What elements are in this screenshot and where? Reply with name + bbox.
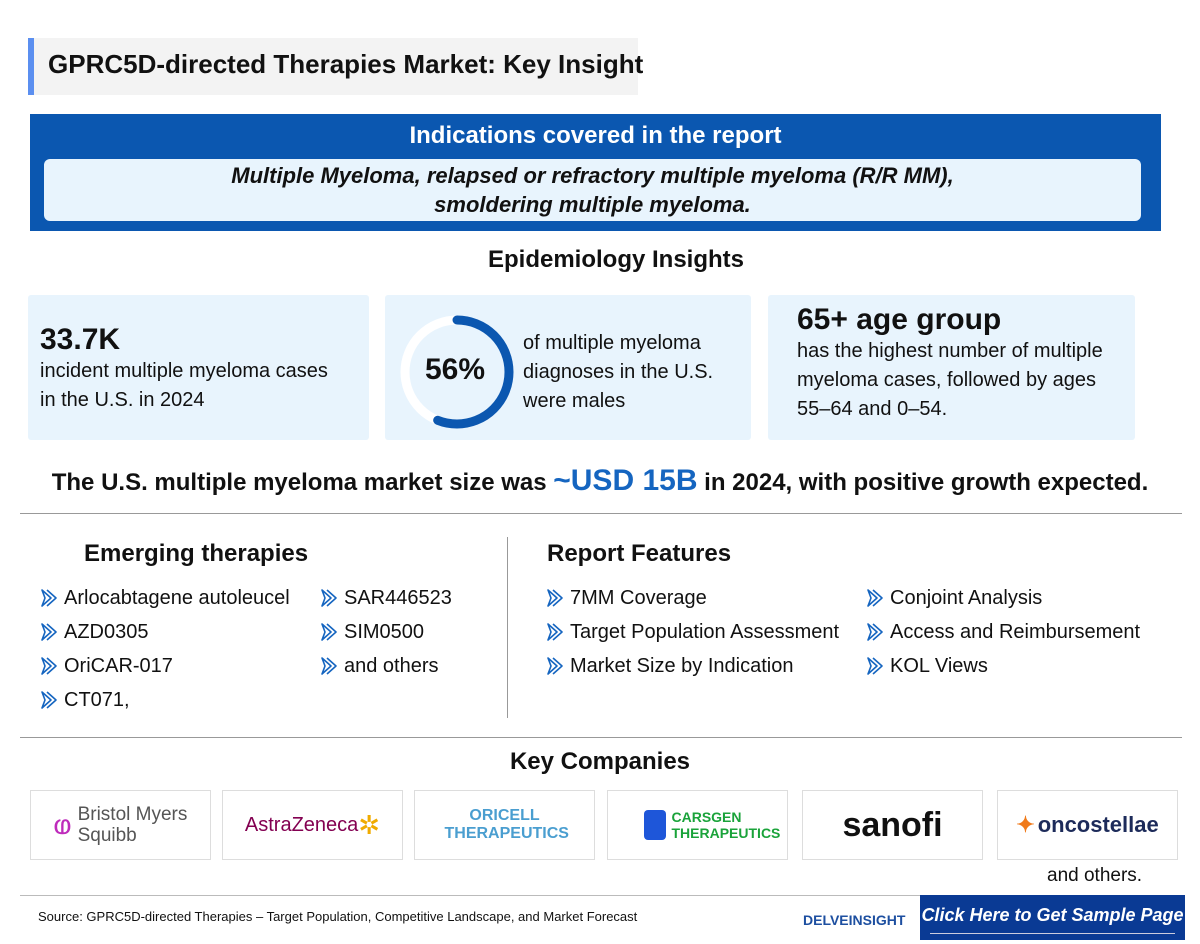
percent-ring-fill <box>400 315 514 429</box>
chevron-right-icon <box>867 589 883 607</box>
logo-bms: ⱷ Bristol Myers Squibb <box>30 790 211 860</box>
logo-sanofi: sanofi <box>802 790 983 860</box>
chevron-right-icon <box>867 623 883 641</box>
list-item: Access and Reimbursement <box>866 615 1140 649</box>
divider <box>20 895 920 896</box>
market-text: in 2024, with positive growth expected. <box>697 469 1149 496</box>
stat-text: diagnoses in the U.S. <box>523 361 714 383</box>
list-item-label: CT071, <box>64 688 130 711</box>
epi-card-incidence: 33.7K incident multiple myeloma cases in… <box>28 295 369 440</box>
list-item-label: Arlocabtagene autoleucel <box>64 586 290 609</box>
chevron-right-icon <box>547 657 563 675</box>
list-item: SIM0500 <box>320 615 452 649</box>
chevron-right-icon <box>547 589 563 607</box>
list-item-label: KOL Views <box>890 654 988 677</box>
epi-card-age: 65+ age group has the highest number of … <box>768 295 1135 440</box>
delveinsight-logo: DELVEINSIGHT <box>803 912 906 928</box>
market-value: ~USD 15B <box>553 464 698 497</box>
list-item-label: OriCAR-017 <box>64 654 173 677</box>
list-item-label: and others <box>344 654 439 677</box>
list-item-label: Conjoint Analysis <box>890 586 1043 609</box>
stat-text: in the U.S. in 2024 <box>40 389 205 411</box>
stat-text: incident multiple myeloma cases <box>40 360 328 382</box>
list-item: Market Size by Indication <box>546 649 839 683</box>
list-item-label: SIM0500 <box>344 620 425 643</box>
list-item-label: AZD0305 <box>64 620 149 643</box>
percent-ring <box>400 315 514 429</box>
features-heading: Report Features <box>547 540 732 567</box>
chevron-right-icon <box>41 623 57 641</box>
market-size-statement: The U.S. multiple myeloma market size wa… <box>0 464 1200 498</box>
list-item: 7MM Coverage <box>546 581 839 615</box>
chevron-right-icon <box>321 589 337 607</box>
chevron-right-icon <box>547 623 563 641</box>
list-item-label: Access and Reimbursement <box>890 620 1141 643</box>
list-item: OriCAR-017 <box>40 649 290 683</box>
list-item: Target Population Assessment <box>546 615 839 649</box>
stat-value: 56% <box>425 353 486 386</box>
logo-oricell: ORICELL THERAPEUTICS <box>414 790 595 860</box>
indications-heading: Indications covered in the report <box>409 122 782 149</box>
features-list-1: 7MM Coverage Target Population Assessment… <box>546 581 839 683</box>
stat-text: were males <box>523 390 626 412</box>
divider <box>507 537 508 718</box>
logo-astrazeneca: AstraZeneca ✲ <box>222 790 403 860</box>
chevron-right-icon <box>321 623 337 641</box>
chevron-right-icon <box>41 589 57 607</box>
indications-line: smoldering multiple myeloma. <box>434 192 751 217</box>
stat-text: 55–64 and 0–54. <box>797 398 948 420</box>
list-item: and others <box>320 649 452 683</box>
stat-text: has the highest number of multiple <box>797 340 1103 362</box>
indications-box: Multiple Myeloma, relapsed or refractory… <box>44 159 1141 221</box>
chevron-right-icon <box>41 691 57 709</box>
list-item: AZD0305 <box>40 615 290 649</box>
market-text: The U.S. multiple myeloma market size wa… <box>51 469 554 496</box>
emerging-heading: Emerging therapies <box>84 540 309 567</box>
chevron-right-icon <box>321 657 337 675</box>
companies-heading: Key Companies <box>509 748 691 775</box>
chevron-right-icon <box>41 657 57 675</box>
stat-value: 33.7K <box>40 323 121 356</box>
features-list-2: Conjoint Analysis Access and Reimbursemen… <box>866 581 1140 683</box>
indications-panel: Indications covered in the report Multip… <box>30 114 1161 231</box>
list-item-label: Market Size by Indication <box>570 654 794 677</box>
get-sample-page-button[interactable]: Click Here to Get Sample Page <box>920 895 1185 940</box>
stat-text: of multiple myeloma <box>523 332 701 354</box>
epi-card-gender: 56% of multiple myeloma diagnoses in the… <box>385 295 751 440</box>
list-item: CT071, <box>40 683 290 717</box>
list-item: Conjoint Analysis <box>866 581 1140 615</box>
emerging-list-1: Arlocabtagene autoleucel AZD0305 OriCAR-01… <box>40 581 290 717</box>
divider <box>20 513 1182 514</box>
list-item-label: 7MM Coverage <box>570 586 707 609</box>
list-item-label: Target Population Assessment <box>570 620 840 643</box>
list-item-label: SAR446523 <box>344 586 452 609</box>
list-item: Arlocabtagene autoleucel <box>40 581 290 615</box>
list-item: KOL Views <box>866 649 1140 683</box>
logo-oncostellae: ✦ oncostellae <box>997 790 1178 860</box>
page-title: GPRC5D-directed Therapies Market: Key In… <box>28 38 643 95</box>
indications-line: Multiple Myeloma, relapsed or refractory… <box>231 163 954 188</box>
epidemiology-heading: Epidemiology Insights <box>487 246 745 273</box>
list-item: SAR446523 <box>320 581 452 615</box>
logo-carsgen: CARSGEN THERAPEUTICS <box>607 790 788 860</box>
source-text: Source: GPRC5D-directed Therapies – Targ… <box>38 909 638 924</box>
emerging-list-2: SAR446523 SIM0500 and others <box>320 581 452 683</box>
and-others-text: and others. <box>1047 865 1143 886</box>
chevron-right-icon <box>867 657 883 675</box>
stat-text: myeloma cases, followed by ages <box>797 369 1097 391</box>
divider <box>20 737 1182 738</box>
stat-value: 65+ age group <box>797 303 1002 336</box>
